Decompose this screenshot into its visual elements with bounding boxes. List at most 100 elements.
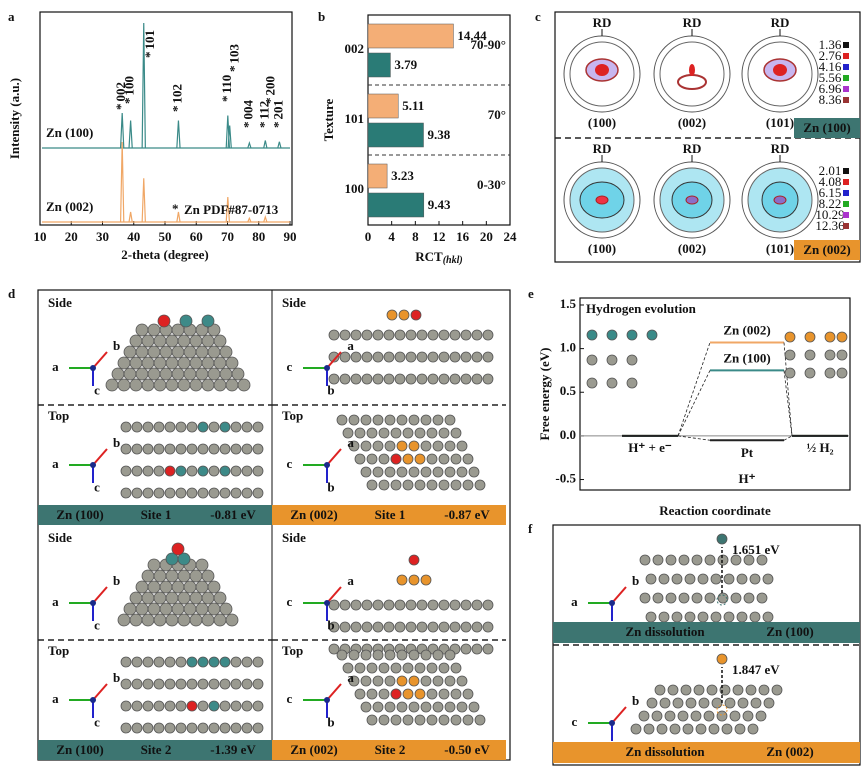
atom	[384, 701, 396, 713]
atom	[732, 684, 744, 696]
value-label: 3.23	[391, 168, 414, 183]
atom	[384, 675, 396, 687]
atom	[189, 569, 203, 583]
atom	[350, 373, 362, 385]
atom	[183, 580, 197, 594]
energy-label: -0.81 eV	[210, 507, 256, 522]
peak-index: 002	[113, 82, 128, 102]
view-label: Top	[48, 408, 69, 423]
atom	[186, 656, 198, 668]
atom	[241, 700, 253, 712]
contour	[689, 64, 695, 76]
atom	[444, 701, 456, 713]
atom	[230, 487, 242, 499]
atom	[420, 440, 432, 452]
peak-marker: *	[256, 122, 271, 129]
atom	[164, 487, 176, 499]
atom	[350, 599, 362, 611]
atom	[416, 621, 428, 633]
axis-letter: b	[113, 670, 120, 685]
atom	[135, 367, 149, 381]
x-axis-label-sub: (hkl)	[443, 255, 463, 266]
atom	[171, 345, 185, 359]
x-axis-label: 2-theta (degree)	[121, 247, 208, 262]
atom	[153, 465, 165, 477]
badge	[794, 118, 860, 138]
atom	[361, 621, 373, 633]
atom	[408, 649, 420, 661]
connector	[783, 370, 793, 436]
atom	[131, 656, 143, 668]
atom	[186, 443, 198, 455]
atom	[360, 701, 372, 713]
atom	[408, 466, 420, 478]
atom	[672, 697, 684, 709]
atom	[201, 591, 215, 605]
atom	[658, 573, 670, 585]
atom	[219, 678, 231, 690]
atom	[804, 349, 816, 361]
plane-label: (101)	[766, 241, 794, 256]
plot-frame	[39, 11, 293, 226]
atom	[195, 580, 209, 594]
atom	[208, 656, 220, 668]
atom	[427, 329, 439, 341]
peak-marker: *	[169, 106, 184, 113]
atom	[219, 367, 233, 381]
atom	[671, 611, 683, 623]
atom	[420, 675, 432, 687]
atom	[638, 710, 650, 722]
atom	[646, 697, 658, 709]
atom	[743, 554, 755, 566]
atom	[348, 440, 360, 452]
x-tick-label: 24	[504, 229, 518, 244]
peak-marker: *	[270, 122, 285, 129]
atom	[390, 479, 402, 491]
view-label: Top	[282, 408, 303, 423]
atom	[141, 569, 155, 583]
atom	[450, 662, 462, 674]
panel-letter: f	[528, 521, 533, 536]
atom	[482, 621, 494, 633]
plot-frame	[579, 297, 851, 491]
caption-bar	[38, 740, 272, 760]
atom	[207, 602, 221, 616]
atom	[175, 487, 187, 499]
x-tick-label: 30	[96, 229, 109, 244]
bar	[367, 93, 399, 119]
legend-marker: *	[172, 201, 179, 216]
plane-label: (002)	[678, 115, 706, 130]
atom	[339, 621, 351, 633]
axis-arrow	[326, 351, 342, 369]
atom	[120, 421, 132, 433]
atom	[336, 414, 348, 426]
surface-label: Zn (100)	[56, 507, 103, 522]
y-axis-label: Intensity (a.u.)	[7, 78, 22, 159]
atom	[208, 678, 220, 690]
atom	[165, 356, 179, 370]
axis-arrow	[92, 586, 108, 604]
atom	[252, 443, 264, 455]
atom	[361, 329, 373, 341]
state-label: H⁺ + e⁻	[628, 440, 672, 455]
atom	[438, 453, 450, 465]
atom	[129, 356, 143, 370]
atom	[366, 453, 378, 465]
atom	[450, 427, 462, 439]
atom	[208, 465, 220, 477]
atom	[743, 592, 755, 604]
atom	[219, 421, 231, 433]
peak-label: * 004	[240, 100, 255, 129]
atom	[697, 611, 709, 623]
atom	[164, 722, 176, 734]
legend-value: 6.15	[819, 185, 842, 200]
atom	[360, 466, 372, 478]
atom	[438, 688, 450, 700]
atom	[142, 487, 154, 499]
atom	[639, 592, 651, 604]
atom	[164, 656, 176, 668]
atom	[695, 723, 707, 735]
atom	[432, 675, 444, 687]
legend-value: 1.36	[819, 37, 842, 52]
series-label: Pt	[741, 445, 754, 460]
